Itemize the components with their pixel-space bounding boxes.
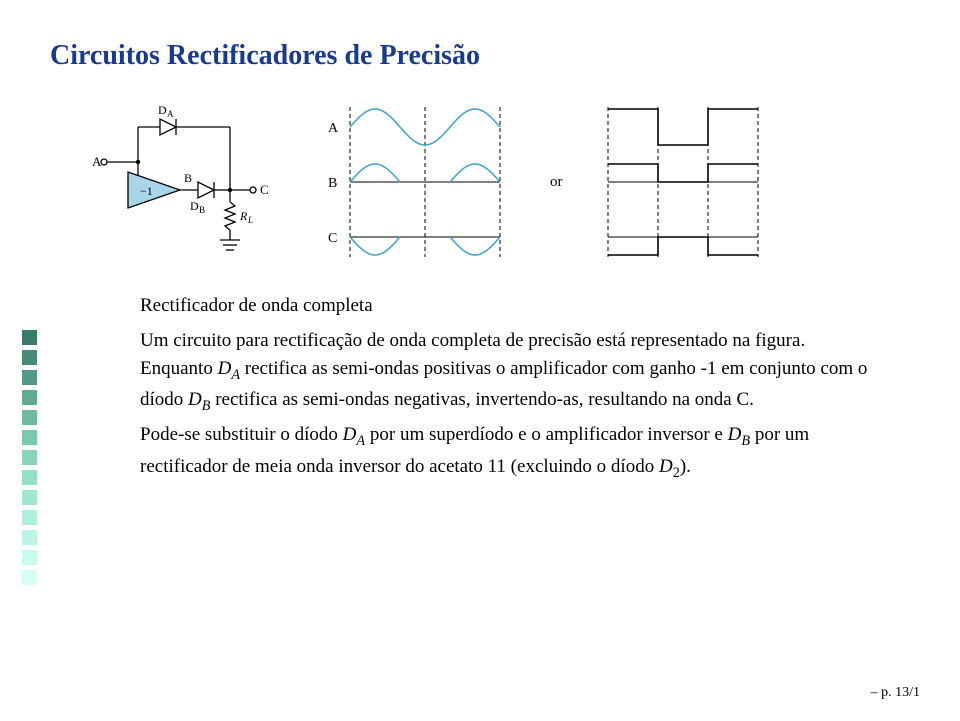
sine-waveforms: A B C	[320, 102, 520, 262]
svg-text:A: A	[328, 121, 339, 136]
svg-text:D: D	[158, 103, 167, 117]
svg-text:C: C	[260, 182, 269, 197]
svg-text:A: A	[167, 109, 174, 119]
svg-text:B: B	[184, 171, 192, 185]
square-waveforms	[593, 102, 773, 262]
paragraph-2: Pode-se substituir o díodo DA por um sup…	[140, 421, 880, 483]
svg-text:R: R	[239, 209, 248, 223]
svg-text:A: A	[92, 154, 102, 169]
or-label: or	[550, 174, 563, 191]
paragraph-1: Um circuito para rectificação de onda co…	[140, 327, 880, 418]
decorative-squares	[22, 330, 37, 590]
page-number: – p. 13/1	[871, 685, 920, 701]
svg-text:B: B	[328, 176, 337, 191]
subtitle: Rectificador de onda completa	[140, 292, 880, 321]
svg-text:B: B	[199, 205, 205, 215]
figure-row: ADA−1BDBCRL ABC or	[90, 102, 910, 262]
svg-text:−1: −1	[140, 184, 153, 198]
svg-text:D: D	[190, 199, 199, 213]
svg-text:C: C	[328, 231, 337, 246]
page-title: Circuitos Rectificadores de Precisão	[50, 40, 910, 72]
body-text: Rectificador de onda completa Um circuit…	[140, 292, 880, 484]
circuit-diagram: ADA−1BDBCRL	[90, 102, 290, 262]
svg-text:L: L	[247, 215, 253, 225]
